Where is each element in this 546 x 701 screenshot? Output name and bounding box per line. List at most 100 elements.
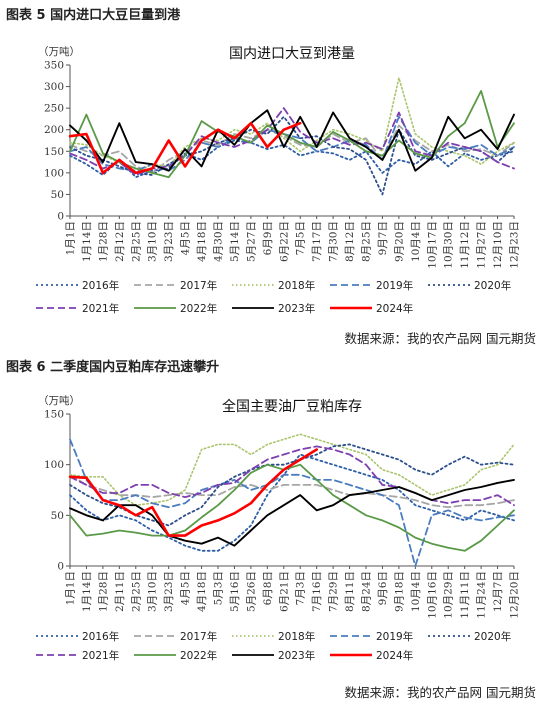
x-tick-label: 4月5日 xyxy=(180,571,192,605)
figure-6-label: 图表 6 二季度国内豆粕库存迅速攀升 xyxy=(6,360,220,375)
x-tick-label: 5月16日 xyxy=(229,571,241,612)
x-tick-label: 10月30日 xyxy=(443,221,455,269)
x-tick-label: 7月29日 xyxy=(328,571,340,612)
x-tick-label: 3月10日 xyxy=(147,221,159,262)
legend-label-2023: 2023年 xyxy=(278,302,315,315)
x-tick-label: 11月11日 xyxy=(459,571,471,619)
series-line-2023 xyxy=(69,109,515,172)
x-tick-label: 6月8日 xyxy=(262,571,274,605)
legend-label-2016: 2016年 xyxy=(82,279,119,292)
x-tick-label: 3月10日 xyxy=(147,571,159,612)
y-tick-label: 350 xyxy=(44,60,64,72)
x-tick-label: 9月7日 xyxy=(377,221,389,255)
series-line-2022 xyxy=(69,90,515,179)
x-tick-label: 9月18日 xyxy=(393,571,405,612)
x-tick-label: 2月11日 xyxy=(114,571,126,612)
x-tick-label: 8月11日 xyxy=(344,571,356,612)
x-tick-label: 2月25日 xyxy=(130,571,142,612)
series-line-2017 xyxy=(69,473,515,509)
x-tick-label: 12月23日 xyxy=(509,221,521,269)
legend-label-2018: 2018年 xyxy=(278,279,315,292)
series-line-2019 xyxy=(69,115,515,172)
x-tick-label: 7月30日 xyxy=(328,221,340,262)
x-tick-label: 11月12日 xyxy=(459,221,471,269)
x-tick-label: 9月6日 xyxy=(377,571,389,605)
figure-6-source: 数据来源：我的农产品网 国元期货 xyxy=(344,685,536,700)
legend-label-2017: 2017年 xyxy=(180,630,217,643)
y-axis-unit: （万吨） xyxy=(38,394,80,407)
chart-soymeal-inventory: 全国主要油厂豆粕库存 （万吨） 0 50 100 150 1月1日 1月14日 1月28日 2月1… xyxy=(36,394,521,662)
x-tick-label: 12月20日 xyxy=(509,571,521,619)
x-tick-label: 5月3日 xyxy=(213,571,225,605)
x-tick-label: 8月25日 xyxy=(361,221,373,262)
y-tick-label: 100 xyxy=(44,459,64,471)
x-tick-label: 1月1日 xyxy=(65,571,77,605)
x-tick-label: 7月16日 xyxy=(311,571,323,612)
x-tick-label: 1月28日 xyxy=(97,221,109,262)
x-tick-label: 4月18日 xyxy=(196,571,208,612)
figure-5-label: 图表 5 国内进口大豆巨量到港 xyxy=(6,8,181,23)
chart-title: 国内进口大豆到港量 xyxy=(229,46,355,62)
x-tick-label: 5月26日 xyxy=(245,571,257,612)
x-tick-label: 10月4日 xyxy=(410,221,422,262)
x-tick-label: 8月24日 xyxy=(361,571,373,612)
x-tick-label: 6月21日 xyxy=(278,571,290,612)
legend-label-2024: 2024年 xyxy=(376,302,413,315)
legend-label-2017: 2017年 xyxy=(180,279,217,292)
series-line-2024 xyxy=(68,121,302,175)
legend-label-2019: 2019年 xyxy=(376,630,413,643)
x-tick-label: 4月18日 xyxy=(196,221,208,262)
x-tick-label: 2月12日 xyxy=(114,221,126,262)
x-tick-label: 7月17日 xyxy=(311,221,323,262)
x-tick-label: 10月17日 xyxy=(426,221,438,269)
x-tick-label: 7月3日 xyxy=(295,571,307,605)
x-tick-label: 12月10日 xyxy=(492,221,504,269)
legend-label-2020: 2020年 xyxy=(474,279,511,292)
y-tick-label: 150 xyxy=(44,146,64,158)
x-tick-label: 11月24日 xyxy=(476,571,488,619)
y-tick-label: 50 xyxy=(51,189,64,201)
y-tick-label: 0 xyxy=(57,561,64,573)
x-tick-label: 4月30日 xyxy=(213,221,225,262)
legend-label-2024: 2024年 xyxy=(376,649,413,662)
x-tick-label: 10月29日 xyxy=(443,571,455,619)
legend-label-2022: 2022年 xyxy=(180,649,217,662)
x-tick-label: 5月27日 xyxy=(245,221,257,262)
x-tick-label: 6月22日 xyxy=(278,221,290,262)
x-tick-label: 9月20日 xyxy=(393,221,405,262)
legend-label-2016: 2016年 xyxy=(82,630,119,643)
series-line-2019 xyxy=(69,438,515,567)
x-tick-label: 1月28日 xyxy=(97,571,109,612)
y-tick-label: 250 xyxy=(44,103,64,115)
series-line-2020 xyxy=(69,443,515,527)
series-line-2018 xyxy=(69,433,515,506)
y-tick-label: 0 xyxy=(57,211,64,223)
series-line-2020 xyxy=(69,115,515,196)
x-tick-label: 10月4日 xyxy=(410,571,422,612)
x-tick-label: 4月5日 xyxy=(180,221,192,255)
legend-label-2022: 2022年 xyxy=(180,302,217,315)
y-tick-label: 300 xyxy=(44,81,64,93)
x-tick-label: 7月5日 xyxy=(295,221,307,255)
x-tick-label: 1月14日 xyxy=(81,221,93,262)
series-line-2024 xyxy=(68,448,318,537)
x-tick-label: 1月1日 xyxy=(65,221,77,255)
series-line-2016 xyxy=(69,139,515,179)
legend-label-2018: 2018年 xyxy=(278,630,315,643)
chart-soybean-imports: 国内进口大豆到港量 （万吨） 0 50 100 150 200 250 300 350 1月1日 1月… xyxy=(36,45,521,315)
series-line-2022 xyxy=(69,463,515,552)
legend-label-2020: 2020年 xyxy=(474,630,511,643)
y-tick-label: 200 xyxy=(44,124,64,136)
legend-label-2021: 2021年 xyxy=(82,649,119,662)
x-tick-label: 3月23日 xyxy=(163,571,175,612)
x-tick-label: 2月25日 xyxy=(130,221,142,262)
chart-title: 全国主要油厂豆粕库存 xyxy=(222,398,362,415)
x-tick-label: 5月14日 xyxy=(229,221,241,262)
x-tick-label: 3月23日 xyxy=(163,221,175,262)
x-tick-label: 11月27日 xyxy=(476,221,488,269)
series-line-2021 xyxy=(69,445,515,507)
legend-label-2023: 2023年 xyxy=(278,649,315,662)
x-tick-label: 1月14日 xyxy=(81,571,93,612)
y-tick-label: 50 xyxy=(51,510,64,522)
x-tick-label: 8月12日 xyxy=(344,221,356,262)
